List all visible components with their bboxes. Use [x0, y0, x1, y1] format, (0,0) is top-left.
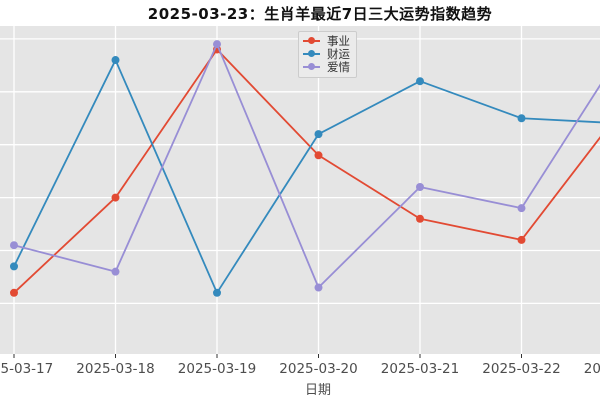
data-point-爱情 [111, 267, 120, 276]
data-point-爱情 [213, 40, 221, 49]
legend-item-财运: 财运 [303, 46, 350, 61]
data-point-财运 [10, 262, 18, 271]
legend: 事业 财运 爱情 [298, 31, 357, 78]
x-axis-label: 日期 [304, 383, 331, 398]
data-point-事业 [10, 288, 18, 297]
data-point-爱情 [517, 204, 526, 213]
legend-item-爱情: 爱情 [303, 59, 350, 74]
data-point-爱情 [416, 183, 424, 192]
x-tick-label: 2025-03-17 [0, 361, 54, 377]
legend-line-marker-icon [303, 37, 320, 45]
legend-label: 爱情 [327, 59, 350, 74]
data-point-财运 [314, 130, 323, 139]
plot-background [0, 26, 600, 354]
data-point-财运 [416, 77, 424, 86]
data-point-财运 [111, 56, 120, 65]
data-point-事业 [111, 193, 120, 202]
legend-label: 财运 [327, 46, 350, 61]
legend-line-marker-icon [303, 63, 320, 71]
x-tick-label: 2025-03-22 [482, 361, 561, 377]
data-point-财运 [213, 288, 221, 297]
data-point-财运 [517, 114, 526, 123]
chart-title: 2025-03-23：生肖羊最近7日三大运势指数趋势 [147, 5, 493, 23]
legend-label: 事业 [327, 33, 350, 48]
x-tick-label: 2025-03-19 [177, 361, 257, 377]
legend-item-事业: 事业 [303, 33, 350, 48]
data-point-事业 [314, 151, 323, 160]
data-point-爱情 [10, 241, 18, 250]
x-tick-label: 2025-03-23 [583, 361, 600, 377]
x-tick-label: 2025-03-18 [76, 361, 155, 377]
data-point-事业 [416, 214, 424, 223]
x-tick-label: 2025-03-21 [380, 361, 460, 377]
data-point-事业 [517, 235, 526, 244]
data-point-爱情 [314, 283, 323, 292]
x-tick-label: 2025-03-20 [279, 361, 358, 377]
legend-line-marker-icon [303, 50, 320, 58]
